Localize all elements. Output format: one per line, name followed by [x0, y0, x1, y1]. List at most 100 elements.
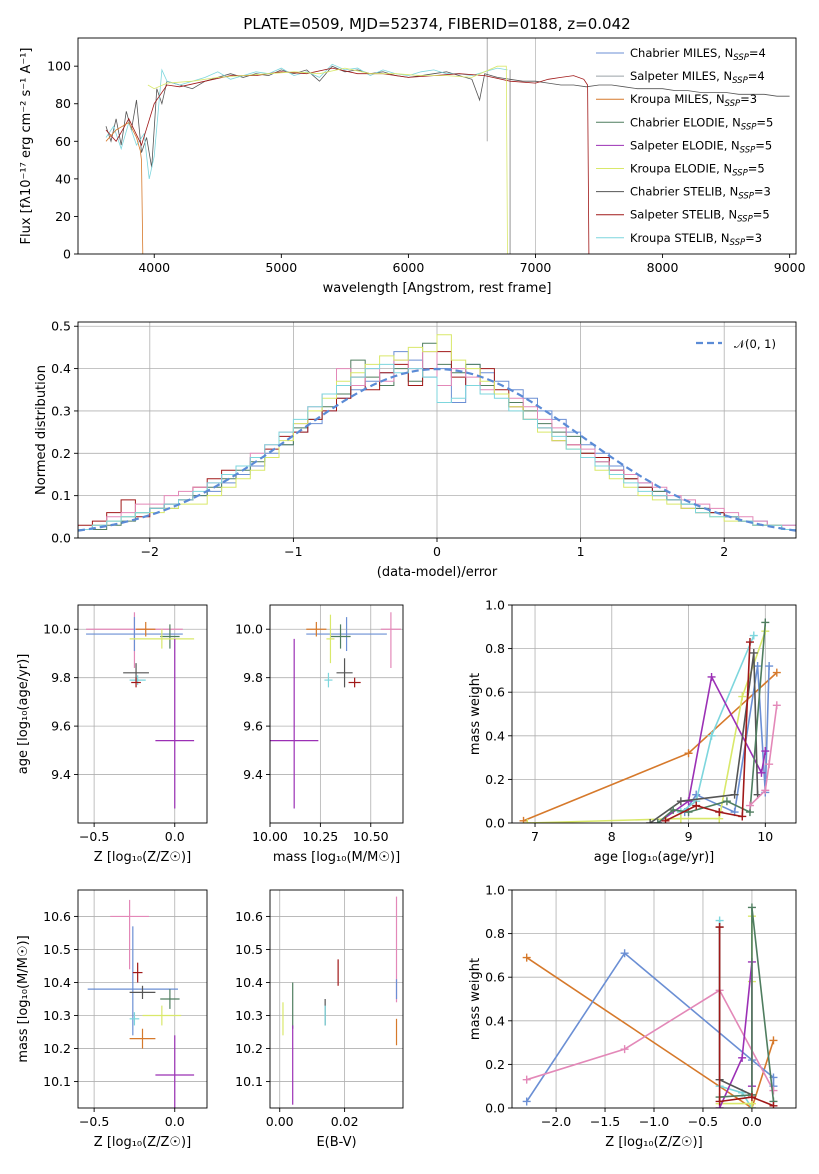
z-age-xlabel: Z [log₁₀(Z/Z☉)] [94, 850, 191, 865]
z-age-errorbar [136, 621, 156, 637]
z-weight-series-point [620, 949, 629, 958]
residual-histogram [78, 363, 796, 538]
chart-ebv-mass: 0.00 0.02 10.1 10.2 10.3 10.4 10.5 10.6 E(B-V) [235, 889, 404, 1150]
age-weight-series-line [657, 622, 767, 823]
age-weight-xtick-label: 10 [757, 829, 773, 844]
ebv-mass-ytick-label: 10.5 [235, 942, 263, 957]
z-weight-series-point [620, 1045, 629, 1054]
z-weight-ytick-label: 0.2 [485, 1057, 505, 1072]
z-mass-ytick-label: 10.2 [43, 1041, 71, 1056]
z-age-errorbar [129, 675, 146, 685]
ebv-mass-xtick-label: 0.00 [266, 1114, 294, 1129]
age-weight-series-line [749, 705, 778, 807]
age-weight-series-point [772, 668, 781, 677]
age-weight-axes-box [511, 604, 797, 824]
z-mass-errorbar [129, 985, 156, 999]
z-age-errorbar [155, 638, 195, 809]
mass-age-errorbar [380, 612, 401, 668]
age-weight-marks [519, 618, 781, 823]
z-weight-xlabel: Z [log₁₀(Z/Z☉)] [605, 1135, 702, 1150]
spectrum-xtick-label: 6000 [393, 260, 425, 275]
age-weight-series-line [527, 630, 767, 823]
age-weight-ylabel: mass weight [468, 673, 483, 755]
residuals-legend: 𝒩(0, 1) [696, 337, 776, 351]
z-weight-series-point [747, 1093, 756, 1102]
z-age-grid [78, 605, 207, 823]
spectrum-legend-entry: Chabrier MILES, NSSP=4 [630, 46, 766, 63]
spectrum-legend-entry: Chabrier ELODIE, NSSP=5 [630, 115, 773, 132]
z-age-ytick-label: 10.0 [43, 622, 71, 637]
residuals-xtick-label: −2 [141, 544, 159, 559]
age-weight-series-point [661, 816, 670, 823]
age-weight-series [661, 638, 754, 823]
mass-age-axes-box [269, 604, 404, 824]
z-age-axes-box [77, 604, 208, 824]
z-mass-errorbar [129, 1028, 156, 1049]
mass-age-frame: 10.00 10.25 10.50 9.4 9.6 9.8 10.0 mass [log₁₀(… [235, 604, 404, 865]
age-weight-series-point [676, 814, 685, 823]
age-weight-series-point [722, 797, 731, 806]
z-weight-series [715, 923, 778, 1108]
z-mass-xtick-label: −0.5 [79, 1114, 109, 1129]
z-mass-frame: −0.5 0.0 10.1 10.2 10.3 10.4 10.5 10.6 Z [log₁₀(… [16, 889, 208, 1150]
age-weight-ytick-label: 0.8 [485, 641, 505, 656]
spectrum-legend-entry: Salpeter STELIB, NSSP=5 [630, 208, 770, 225]
residuals-ytick-label: 0.1 [51, 488, 71, 503]
z-weight-ylabel: mass weight [468, 958, 483, 1040]
chart-z-age: −0.5 0.0 9.4 9.6 9.8 10.0 Z [log₁₀(Z/Z☉)] age [… [16, 604, 208, 865]
z-mass-ylabel: mass [log₁₀(M/M☉)] [16, 935, 31, 1062]
ebv-mass-ytick-label: 10.3 [235, 1008, 263, 1023]
z-weight-xtick-label: −1.0 [639, 1114, 669, 1129]
z-weight-xtick-label: −0.5 [688, 1114, 718, 1129]
spectrum-legend-entry: Salpeter ELODIE, NSSP=5 [630, 138, 772, 155]
z-weight-series-point [522, 1075, 531, 1084]
z-weight-series [715, 912, 756, 1108]
residuals-xlabel: (data-model)/error [377, 565, 498, 580]
chart-z-mass: −0.5 0.0 10.1 10.2 10.3 10.4 10.5 10.6 Z [log₁₀(… [16, 889, 208, 1150]
mass-age-errorbar [306, 621, 327, 637]
mass-age-errorbar [306, 617, 387, 652]
chart-spectrum: 4000 5000 6000 7000 8000 9000 0 20 40 60 80 100 wave… [19, 37, 806, 296]
age-weight-series-point [772, 701, 781, 710]
ebv-mass-marks [282, 896, 398, 1105]
mass-age-errorbar [348, 677, 361, 688]
mass-age-marks [270, 612, 401, 809]
z-weight-xtick-label: −2.0 [541, 1114, 571, 1129]
spectrum-xtick-label: 5000 [265, 260, 297, 275]
z-age-errorbar [86, 617, 183, 652]
age-weight-series-line [680, 635, 755, 813]
z-weight-marks [522, 903, 778, 1108]
mass-age-errorbar [270, 638, 319, 809]
age-weight-series-point [730, 790, 739, 799]
z-mass-errorbar [87, 926, 178, 1036]
mass-age-errorbar [336, 658, 353, 688]
z-weight-frame: −2.0 −1.5 −1.0 −0.5 0.0 0.0 0.2 0.4 0.6 0.8 1.0 Z [… [468, 883, 797, 1150]
age-weight-series [646, 648, 762, 823]
z-mass-errorbar [160, 989, 180, 1009]
ebv-mass-xlabel: E(B-V) [316, 1135, 356, 1150]
spectrum-xtick-label: 9000 [774, 260, 806, 275]
spectrum-legend-entry: Kroupa STELIB, NSSP=3 [630, 231, 762, 248]
z-weight-series-point [738, 1053, 747, 1062]
z-weight-series-line [526, 952, 775, 1102]
spectrum-xtick-label: 4000 [138, 260, 170, 275]
mass-age-errorbar [326, 614, 335, 664]
ebv-mass-grid [270, 890, 403, 1108]
z-weight-series-line [526, 956, 775, 1108]
age-weight-series-point [757, 768, 766, 777]
z-mass-axes-box [77, 889, 208, 1109]
age-weight-series-point [707, 731, 716, 740]
ebv-mass-axes-box [269, 889, 404, 1109]
mass-age-xtick-label: 10.00 [252, 829, 288, 844]
spectrum-xtick-label: 8000 [647, 260, 679, 275]
age-weight-xtick-label: 9 [685, 829, 693, 844]
z-weight-xtick-label: −1.5 [590, 1114, 620, 1129]
residuals-ytick-label: 0.5 [51, 319, 71, 334]
residuals-ytick-label: 0.0 [51, 531, 71, 546]
z-weight-series [715, 916, 756, 1108]
age-weight-series-point [761, 747, 770, 756]
age-weight-series-point [765, 662, 774, 671]
z-mass-ytick-label: 10.4 [43, 975, 71, 990]
